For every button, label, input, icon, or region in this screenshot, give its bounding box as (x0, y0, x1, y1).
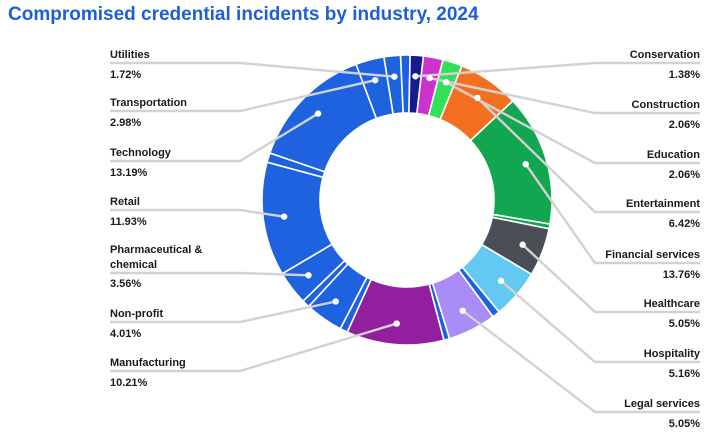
value-hospitality: 5.16% (669, 368, 700, 380)
value-transportation: 2.98% (110, 117, 141, 129)
leader-line-non-profit (110, 300, 337, 324)
value-utilities: 1.72% (110, 69, 141, 81)
label-legal-services: Legal services (624, 398, 700, 410)
leader-line-utilities (110, 61, 395, 78)
leader-line-manufacturing (110, 322, 397, 373)
leader-line-financial-services (524, 163, 700, 265)
label-non-profit: Non-profit (110, 308, 163, 320)
label-pharmaceutical-and-chemical-line2: chemical (110, 259, 157, 271)
leader-dot-non-profit (332, 298, 339, 305)
label-hospitality: Hospitality (644, 348, 701, 360)
leader-line-legal-services (462, 309, 700, 414)
label-entertainment: Entertainment (626, 198, 700, 210)
slice-technology (268, 63, 378, 173)
leader-dot-pharmaceutical-and-chemical (305, 272, 312, 279)
label-healthcare: Healthcare (644, 298, 700, 310)
label-retail: Retail (110, 196, 140, 208)
label-manufacturing: Manufacturing (110, 357, 186, 369)
leader-dot-utilities (391, 73, 398, 80)
leader-dot-hospitality (497, 277, 505, 285)
leader-line-hospitality (500, 279, 700, 364)
leader-dot-financial-services (522, 160, 529, 168)
leader-dot-construction (426, 74, 433, 82)
leader-dot-transportation (371, 76, 379, 84)
leader-dot-conservation (412, 73, 419, 80)
label-conservation: Conservation (630, 49, 701, 61)
label-financial-services: Financial services (605, 249, 700, 261)
label-construction: Construction (632, 99, 701, 111)
leader-line-technology (110, 112, 319, 163)
label-transportation: Transportation (110, 97, 187, 109)
slice-utilities (382, 54, 404, 116)
value-entertainment: 6.42% (669, 218, 700, 230)
leader-dot-healthcare (519, 241, 526, 248)
value-financial-services: 13.76% (663, 269, 701, 281)
leader-dot-legal-services (459, 307, 466, 314)
value-non-profit: 4.01% (110, 328, 141, 340)
leader-line-pharmaceutical-and-chemical (110, 271, 309, 277)
value-conservation: 1.38% (669, 69, 700, 81)
value-legal-services: 5.05% (669, 418, 700, 430)
leader-dot-education (442, 79, 450, 86)
value-retail: 11.93% (110, 216, 147, 228)
leader-line-conservation (415, 61, 700, 78)
value-healthcare: 5.05% (669, 318, 700, 330)
value-manufacturing: 10.21% (110, 377, 148, 389)
leader-line-education (445, 81, 700, 165)
leader-dot-retail (280, 213, 288, 220)
label-technology: Technology (110, 147, 172, 159)
chart-title: Compromised credential incidents by indu… (8, 4, 479, 25)
value-construction: 2.06% (669, 119, 700, 131)
leader-line-entertainment (476, 97, 700, 214)
label-education: Education (647, 149, 700, 161)
value-education: 2.06% (669, 169, 700, 181)
leader-line-transportation (110, 78, 376, 113)
leader-dot-entertainment (474, 94, 481, 102)
label-pharmaceutical-and-chemical: Pharmaceutical & (110, 244, 202, 256)
value-pharmaceutical-and-chemical: 3.56% (110, 278, 141, 290)
leader-line-healthcare (521, 243, 700, 314)
leader-dot-technology (314, 110, 322, 117)
label-utilities: Utilities (110, 49, 150, 61)
value-technology: 13.19% (110, 167, 148, 179)
leader-dot-manufacturing (393, 320, 400, 327)
leader-line-retail (110, 208, 285, 218)
leader-line-construction (429, 76, 700, 115)
